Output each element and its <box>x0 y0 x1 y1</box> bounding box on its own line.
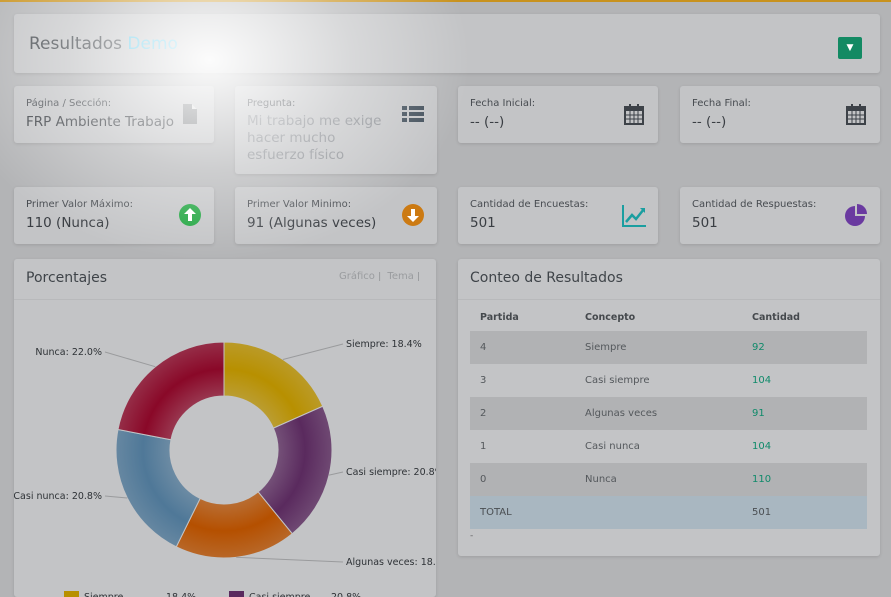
stat-label: Fecha Final: <box>692 98 751 109</box>
stat-card: Pregunta: Mi trabajo me exige hacer much… <box>235 86 437 174</box>
label-connector <box>282 343 344 360</box>
label-connector <box>328 471 344 476</box>
label-connector <box>236 556 344 563</box>
table-row: 3 Casi siempre 104 <box>470 364 867 397</box>
legend-value: 20.8% <box>331 592 361 597</box>
table-row: 2 Algunas veces 91 <box>470 397 867 430</box>
legend-name: Casi siempre <box>249 592 310 597</box>
stat-card: Página / Sección: FRP Ambiente Trabajo <box>14 86 214 143</box>
stat-label: Fecha Inicial: <box>470 98 536 109</box>
table-row: 4 Siempre 92 <box>470 331 867 364</box>
line-chart-icon <box>622 205 646 227</box>
filter-button[interactable]: ▼ <box>838 37 862 59</box>
file-icon <box>183 104 197 124</box>
stat-card: Primer Valor Máximo: 110 (Nunca) <box>14 187 214 244</box>
cell-partida: 1 <box>480 441 487 452</box>
col-header: Cantidad <box>752 311 800 323</box>
legend-name: Siempre <box>84 592 123 597</box>
stat-label: Cantidad de Encuestas: <box>470 199 589 210</box>
donut-chart: Siempre: 18.4% Casi siempre: 20.8% Algunas… <box>14 339 436 597</box>
page-title: Resultados Demo <box>29 34 178 54</box>
stat-value: -- (--) <box>470 114 505 130</box>
total-label: TOTAL <box>470 496 575 529</box>
count-panel: Conteo de Resultados Partida Concepto Ca… <box>458 259 880 556</box>
stat-value: -- (--) <box>692 114 727 130</box>
pie-chart-icon <box>845 204 867 226</box>
cell-concepto: Siempre <box>575 331 742 364</box>
legend-swatch <box>229 591 244 597</box>
stat-value: 91 (Algunas veces) <box>247 215 377 231</box>
stat-value: 501 <box>692 215 718 231</box>
filter-icon: ▼ <box>846 43 854 53</box>
results-table: Partida Concepto Cantidad 4 Siempre 92 3 Cas… <box>470 303 867 529</box>
calendar-icon <box>846 104 866 125</box>
slice-label: Nunca: 22.0% <box>35 347 102 358</box>
cell-concepto: Nunca <box>575 463 742 496</box>
stat-card: Fecha Final: -- (--) <box>680 86 880 143</box>
cell-cantidad: 92 <box>742 331 867 364</box>
stat-label: Página / Sección: <box>26 98 112 109</box>
stat-value: 501 <box>470 215 496 231</box>
slice-label: Casi siempre: 20.8% <box>346 467 436 478</box>
arrow-up-circle-icon <box>179 204 201 226</box>
cell-partida: 0 <box>470 463 575 496</box>
table-row: 0 Nunca 110 <box>470 463 867 496</box>
stat-value: 110 (Nunca) <box>26 215 110 231</box>
col-header: Partida <box>480 311 519 323</box>
stat-label: Cantidad de Respuestas: <box>692 199 817 210</box>
top-accent-bar <box>0 0 891 2</box>
footnote: - <box>470 531 474 541</box>
stat-label: Primer Valor Minimo: <box>247 199 352 210</box>
cell-cantidad: 104 <box>752 375 772 386</box>
arrow-down-circle-icon <box>402 204 424 226</box>
col-header: Concepto <box>585 311 636 323</box>
list-icon <box>402 106 424 122</box>
table-row: 1 Casi nunca 104 <box>470 430 867 463</box>
legend-swatch <box>64 591 79 597</box>
stat-value: FRP Ambiente Trabajo <box>26 114 174 130</box>
header-card: Resultados Demo ▼ <box>14 14 880 73</box>
stat-value: Mi trabajo me exige hacer mucho esfuerzo… <box>247 113 382 163</box>
donut-slice[interactable] <box>117 341 225 441</box>
legend-value: 18.4% <box>166 592 196 597</box>
stat-card: Primer Valor Minimo: 91 (Algunas veces) <box>235 187 437 244</box>
slice-label: Siempre: 18.4% <box>346 339 422 350</box>
cell-partida: 4 <box>470 331 575 364</box>
cell-concepto: Casi siempre <box>585 375 650 386</box>
stat-label: Pregunta: <box>247 98 296 109</box>
cell-concepto: Casi nunca <box>585 441 640 452</box>
stat-card: Cantidad de Respuestas: 501 <box>680 187 880 244</box>
label-connector <box>104 495 128 499</box>
stat-label: Primer Valor Máximo: <box>26 199 133 210</box>
cell-partida: 3 <box>480 375 487 386</box>
calendar-icon <box>624 104 644 125</box>
slice-label: Casi nunca: 20.8% <box>14 491 102 502</box>
cell-cantidad: 91 <box>742 397 867 430</box>
total-value: 501 <box>742 496 867 529</box>
cell-partida: 2 <box>470 397 575 430</box>
cell-cantidad: 110 <box>742 463 867 496</box>
label-connector <box>104 351 156 368</box>
stat-card: Cantidad de Encuestas: 501 <box>458 187 658 244</box>
cell-cantidad: 104 <box>752 441 772 452</box>
slice-label: Algunas veces: 18.2% <box>346 557 436 568</box>
percentages-panel: Porcentajes Gráfico ǀ Tema ǀ Siempre: 18… <box>14 259 436 597</box>
stat-card: Fecha Inicial: -- (--) <box>458 86 658 143</box>
panel-title: Conteo de Resultados <box>470 270 623 286</box>
total-row: TOTAL 501 <box>470 496 867 529</box>
cell-concepto: Algunas veces <box>575 397 742 430</box>
